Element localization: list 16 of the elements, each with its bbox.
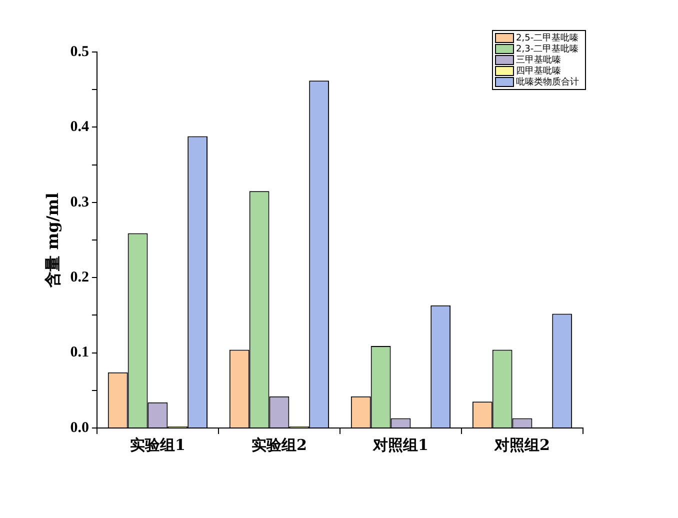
- legend-label: 三甲基吡嗪: [516, 54, 561, 66]
- y-tick-label: 0.1: [70, 344, 89, 361]
- x-tick-label: 实验组2: [252, 436, 307, 454]
- x-tick-label: 对照组2: [494, 436, 550, 454]
- legend-label: 四甲基吡嗪: [516, 65, 561, 76]
- y-axis-title: 含量 mg/ml: [42, 192, 62, 288]
- x-tick-label: 对照组1: [372, 436, 428, 454]
- y-tick-label: 0.2: [70, 269, 89, 286]
- y-tick-label: 0.3: [70, 194, 89, 210]
- y-tick-label: 0.5: [70, 44, 89, 60]
- x-tick-label: 实验组1: [130, 436, 186, 454]
- legend-label: 吡嗪类物质合计: [516, 76, 579, 88]
- y-tick-label: 0.0: [70, 420, 89, 436]
- y-tick-label: 0.4: [70, 119, 90, 136]
- legend-label: 2,5-二甲基吡嗪: [516, 32, 579, 44]
- legend-label: 2,3-二甲基吡嗪: [516, 43, 579, 54]
